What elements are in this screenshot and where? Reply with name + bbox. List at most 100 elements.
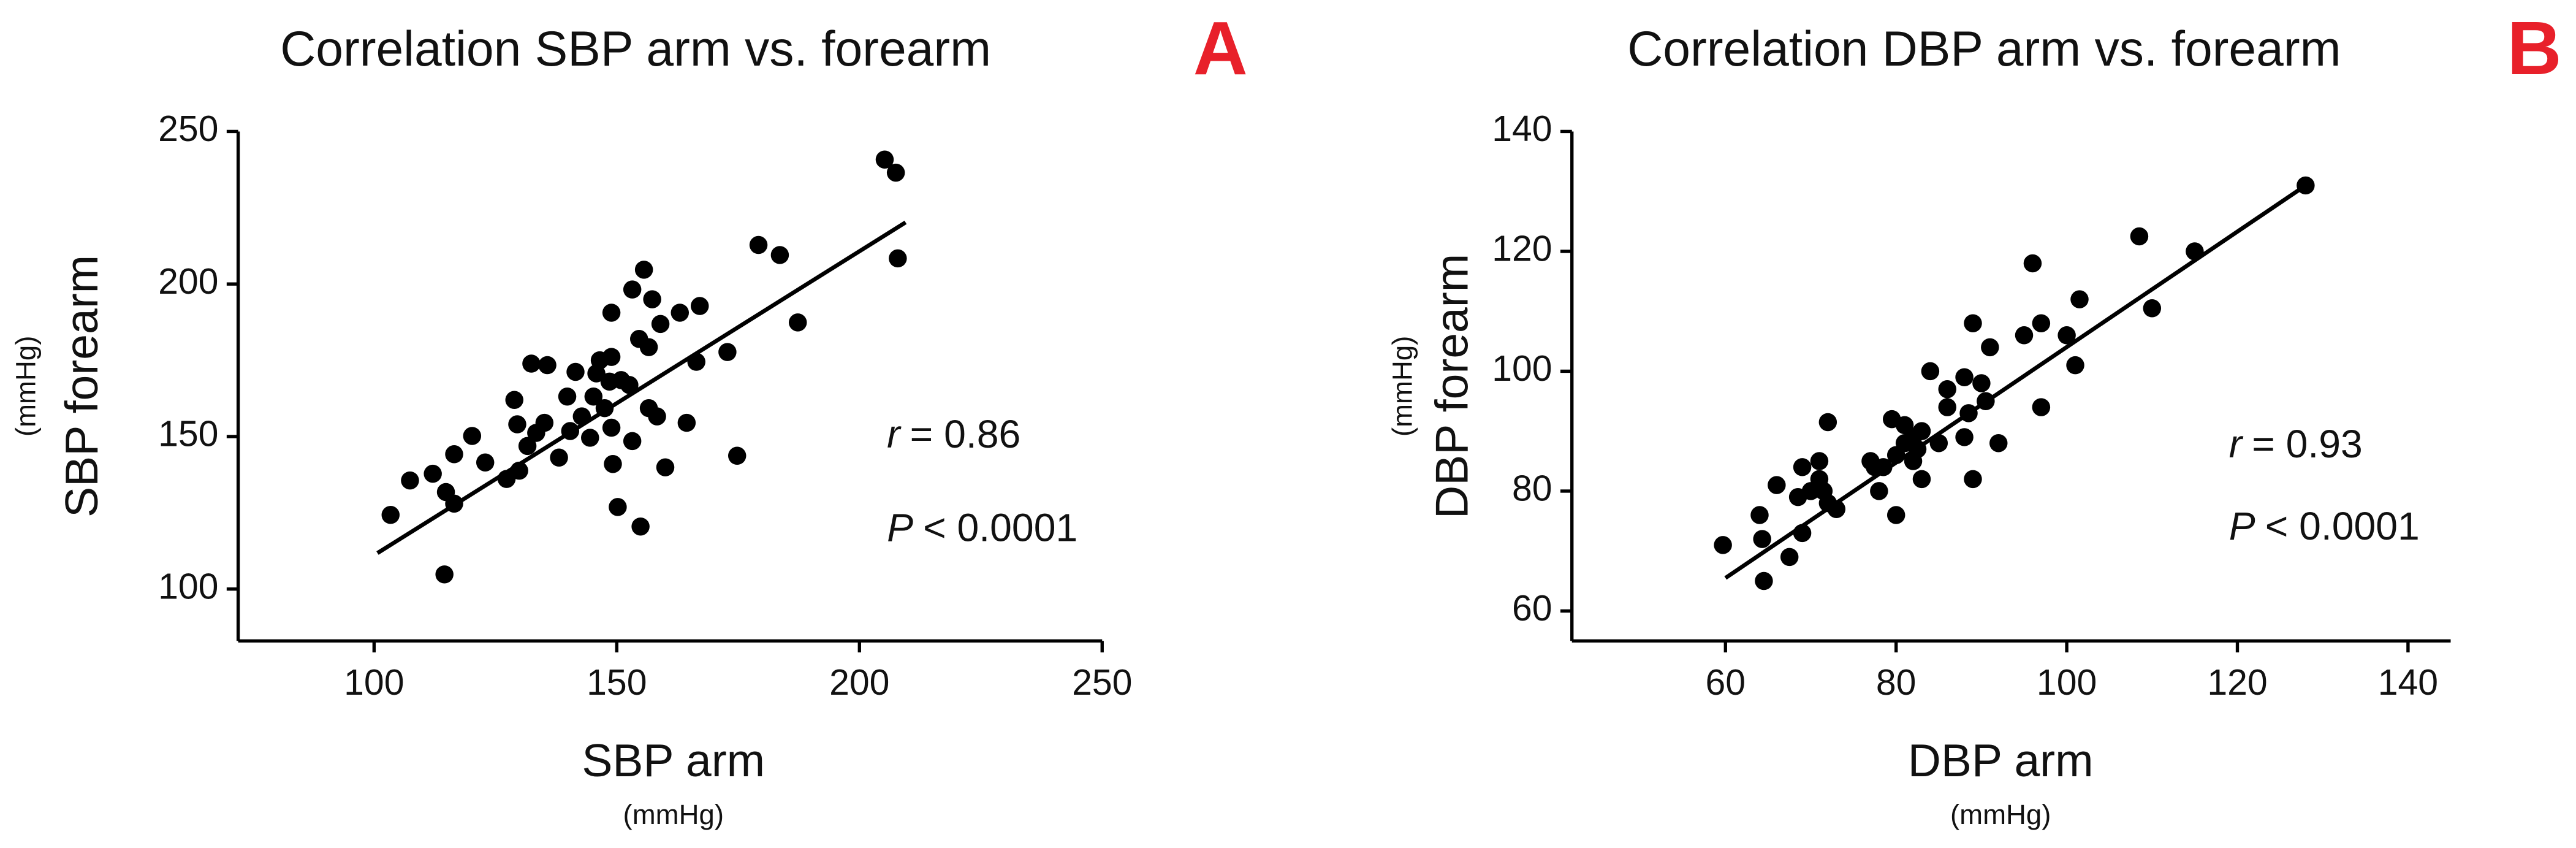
point <box>1755 571 1773 590</box>
point <box>550 448 568 467</box>
point <box>602 304 621 322</box>
point <box>886 163 905 182</box>
point <box>1955 368 1974 386</box>
point <box>623 280 642 299</box>
point <box>1886 506 1905 524</box>
point <box>602 418 621 437</box>
point <box>788 313 807 332</box>
point <box>770 246 789 264</box>
chart-title: Correlation SBP arm vs. forearm <box>280 21 991 77</box>
point <box>518 437 537 456</box>
point <box>2297 176 2315 195</box>
point <box>631 517 650 536</box>
panel-label: A <box>1193 6 1248 91</box>
stat-symbol: P <box>2229 504 2255 548</box>
point <box>572 407 591 426</box>
point <box>690 297 709 315</box>
point <box>1912 422 1931 440</box>
point <box>1750 506 1769 524</box>
x-tick-label: 120 <box>2207 663 2267 703</box>
x-axis-label: DBP arm <box>1908 735 2094 786</box>
point <box>522 354 541 373</box>
y-tick-label: 100 <box>158 567 218 606</box>
y-tick-label: 250 <box>158 109 218 149</box>
stat-symbol: r <box>2229 422 2244 466</box>
point <box>2143 299 2162 318</box>
point <box>508 415 526 434</box>
point <box>581 429 599 447</box>
stat-value: = 0.86 <box>910 412 1021 456</box>
point <box>889 249 907 268</box>
point <box>602 348 621 366</box>
fit-line <box>1724 183 2307 580</box>
stat-text: P < 0.0001 <box>2229 504 2420 548</box>
point <box>1929 434 1948 453</box>
x-tick-label: 100 <box>344 663 404 703</box>
y-tick-label: 200 <box>158 262 218 302</box>
point <box>2066 356 2084 375</box>
x-tick-label: 140 <box>2378 663 2438 703</box>
point <box>677 413 696 432</box>
y-axis-unit: (mmHg) <box>10 336 42 437</box>
point <box>1912 470 1931 489</box>
y-tick-label: 140 <box>1492 109 1552 149</box>
point <box>1921 362 1940 381</box>
point <box>1955 428 1974 446</box>
point <box>1874 458 1893 476</box>
point <box>1870 482 1888 500</box>
point <box>2015 326 2034 345</box>
point <box>1977 392 1995 411</box>
point <box>687 353 705 371</box>
point <box>401 471 419 490</box>
point <box>1989 434 2008 453</box>
y-axis-label: DBP forearm <box>1426 254 1477 519</box>
point <box>510 461 528 480</box>
fit-line <box>376 220 907 555</box>
point <box>718 343 737 361</box>
x-tick-label: 100 <box>2037 663 2097 703</box>
point <box>1818 413 1837 432</box>
point <box>1964 470 1982 489</box>
point <box>639 338 658 356</box>
point <box>1964 314 1982 332</box>
y-tick-label: 100 <box>1492 349 1552 389</box>
x-tick-label: 80 <box>1876 663 1917 703</box>
y-tick-label: 150 <box>158 414 218 454</box>
point <box>1908 440 1927 459</box>
point <box>535 413 554 432</box>
point <box>1938 380 1956 399</box>
point <box>463 427 482 445</box>
x-tick-label: 250 <box>1072 663 1132 703</box>
point <box>1793 524 1812 543</box>
point <box>1753 530 1771 548</box>
point <box>609 498 627 516</box>
x-tick-label: 150 <box>587 663 647 703</box>
point <box>2057 326 2076 345</box>
point <box>561 422 580 440</box>
point <box>1810 452 1829 470</box>
point <box>2130 227 2149 246</box>
point <box>1972 374 1991 392</box>
point <box>381 506 400 524</box>
point <box>2186 242 2204 261</box>
point <box>2023 254 2042 273</box>
stat-symbol: P <box>887 506 913 550</box>
stat-value: = 0.93 <box>2252 422 2363 466</box>
point <box>1959 404 1978 422</box>
stat-text: r = 0.93 <box>2229 422 2363 466</box>
point <box>1768 476 1786 494</box>
point <box>604 454 622 473</box>
x-axis-label: SBP arm <box>582 735 765 786</box>
point <box>656 458 675 476</box>
point <box>424 464 442 483</box>
point <box>749 235 768 254</box>
point <box>584 388 603 406</box>
point <box>1938 398 1956 416</box>
point <box>875 150 894 169</box>
stat-text: r = 0.86 <box>887 412 1020 456</box>
point <box>435 565 454 584</box>
point <box>595 399 614 418</box>
y-tick-label: 120 <box>1492 229 1552 269</box>
